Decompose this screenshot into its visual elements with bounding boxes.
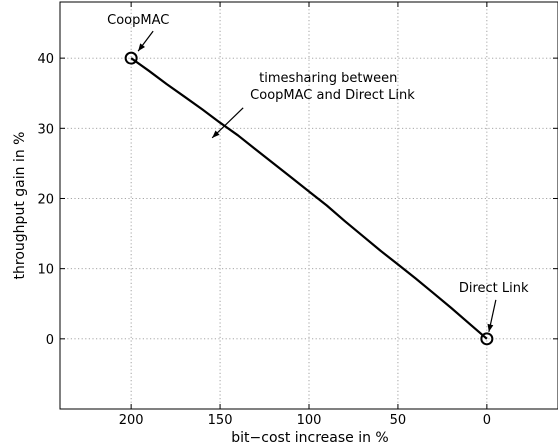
y-tick-label: 30	[37, 122, 54, 137]
series-layer	[124, 51, 494, 346]
y-axis-label: throughput gain in %	[12, 132, 28, 280]
arrowhead	[138, 43, 145, 52]
circle-marker	[124, 51, 138, 65]
x-tick-label: 0	[483, 413, 491, 428]
x-tick-label: 100	[297, 413, 322, 428]
grid-lines	[60, 2, 558, 409]
y-tick-label: 20	[37, 192, 54, 207]
annotation-coopmac: CoopMAC	[107, 13, 169, 28]
x-tick-label: 50	[390, 413, 407, 428]
y-tick-label: 10	[37, 263, 54, 278]
y-tick-label: 0	[46, 333, 54, 348]
y-tick-label: 40	[37, 52, 54, 67]
annotation-timesharing-line2: CoopMAC and Direct Link	[250, 88, 415, 103]
circle-marker	[480, 332, 494, 346]
arrowhead	[487, 323, 494, 332]
x-tick-label: 200	[119, 413, 144, 428]
annotation-timesharing-line1: timesharing between	[259, 71, 397, 86]
x-axis-label: bit−cost increase in %	[231, 430, 388, 445]
series-line	[130, 57, 488, 340]
annotations: CoopMAC timesharing between CoopMAC and Di…	[107, 13, 529, 332]
x-tick-label: 150	[208, 413, 233, 428]
annotation-direct-link: Direct Link	[459, 281, 529, 296]
arrowhead	[212, 130, 220, 138]
axis-ticks: 200 150 100 50 0 0 10 20 30 40	[37, 2, 558, 428]
